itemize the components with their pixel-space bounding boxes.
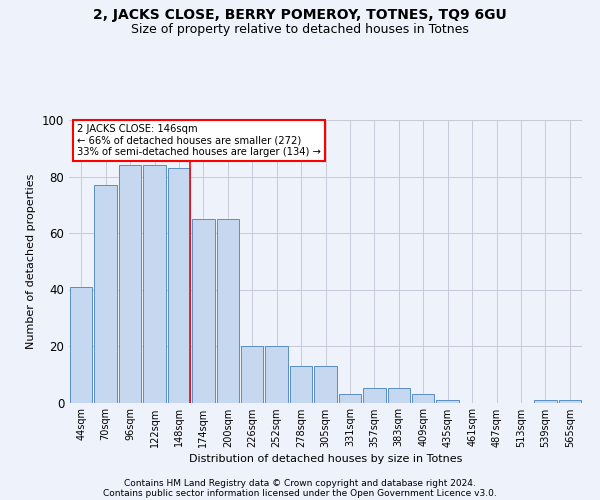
Text: Contains public sector information licensed under the Open Government Licence v3: Contains public sector information licen… [103,488,497,498]
Bar [167,168,190,402]
Bar [338,394,361,402]
Bar [217,219,239,402]
Bar [412,394,434,402]
Bar [70,286,92,403]
Bar [94,185,117,402]
Bar [559,400,581,402]
Bar [192,219,215,402]
Bar [388,388,410,402]
Y-axis label: Number of detached properties: Number of detached properties [26,174,37,349]
Bar [265,346,288,403]
Bar [534,400,557,402]
Bar [314,366,337,403]
Bar [436,400,459,402]
Bar [290,366,313,403]
Text: Contains HM Land Registry data © Crown copyright and database right 2024.: Contains HM Land Registry data © Crown c… [124,478,476,488]
Text: Size of property relative to detached houses in Totnes: Size of property relative to detached ho… [131,22,469,36]
X-axis label: Distribution of detached houses by size in Totnes: Distribution of detached houses by size … [189,454,462,464]
Bar [143,165,166,402]
Text: 2 JACKS CLOSE: 146sqm
← 66% of detached houses are smaller (272)
33% of semi-det: 2 JACKS CLOSE: 146sqm ← 66% of detached … [77,124,320,158]
Bar [241,346,263,403]
Text: 2, JACKS CLOSE, BERRY POMEROY, TOTNES, TQ9 6GU: 2, JACKS CLOSE, BERRY POMEROY, TOTNES, T… [93,8,507,22]
Bar [119,165,142,402]
Bar [363,388,386,402]
